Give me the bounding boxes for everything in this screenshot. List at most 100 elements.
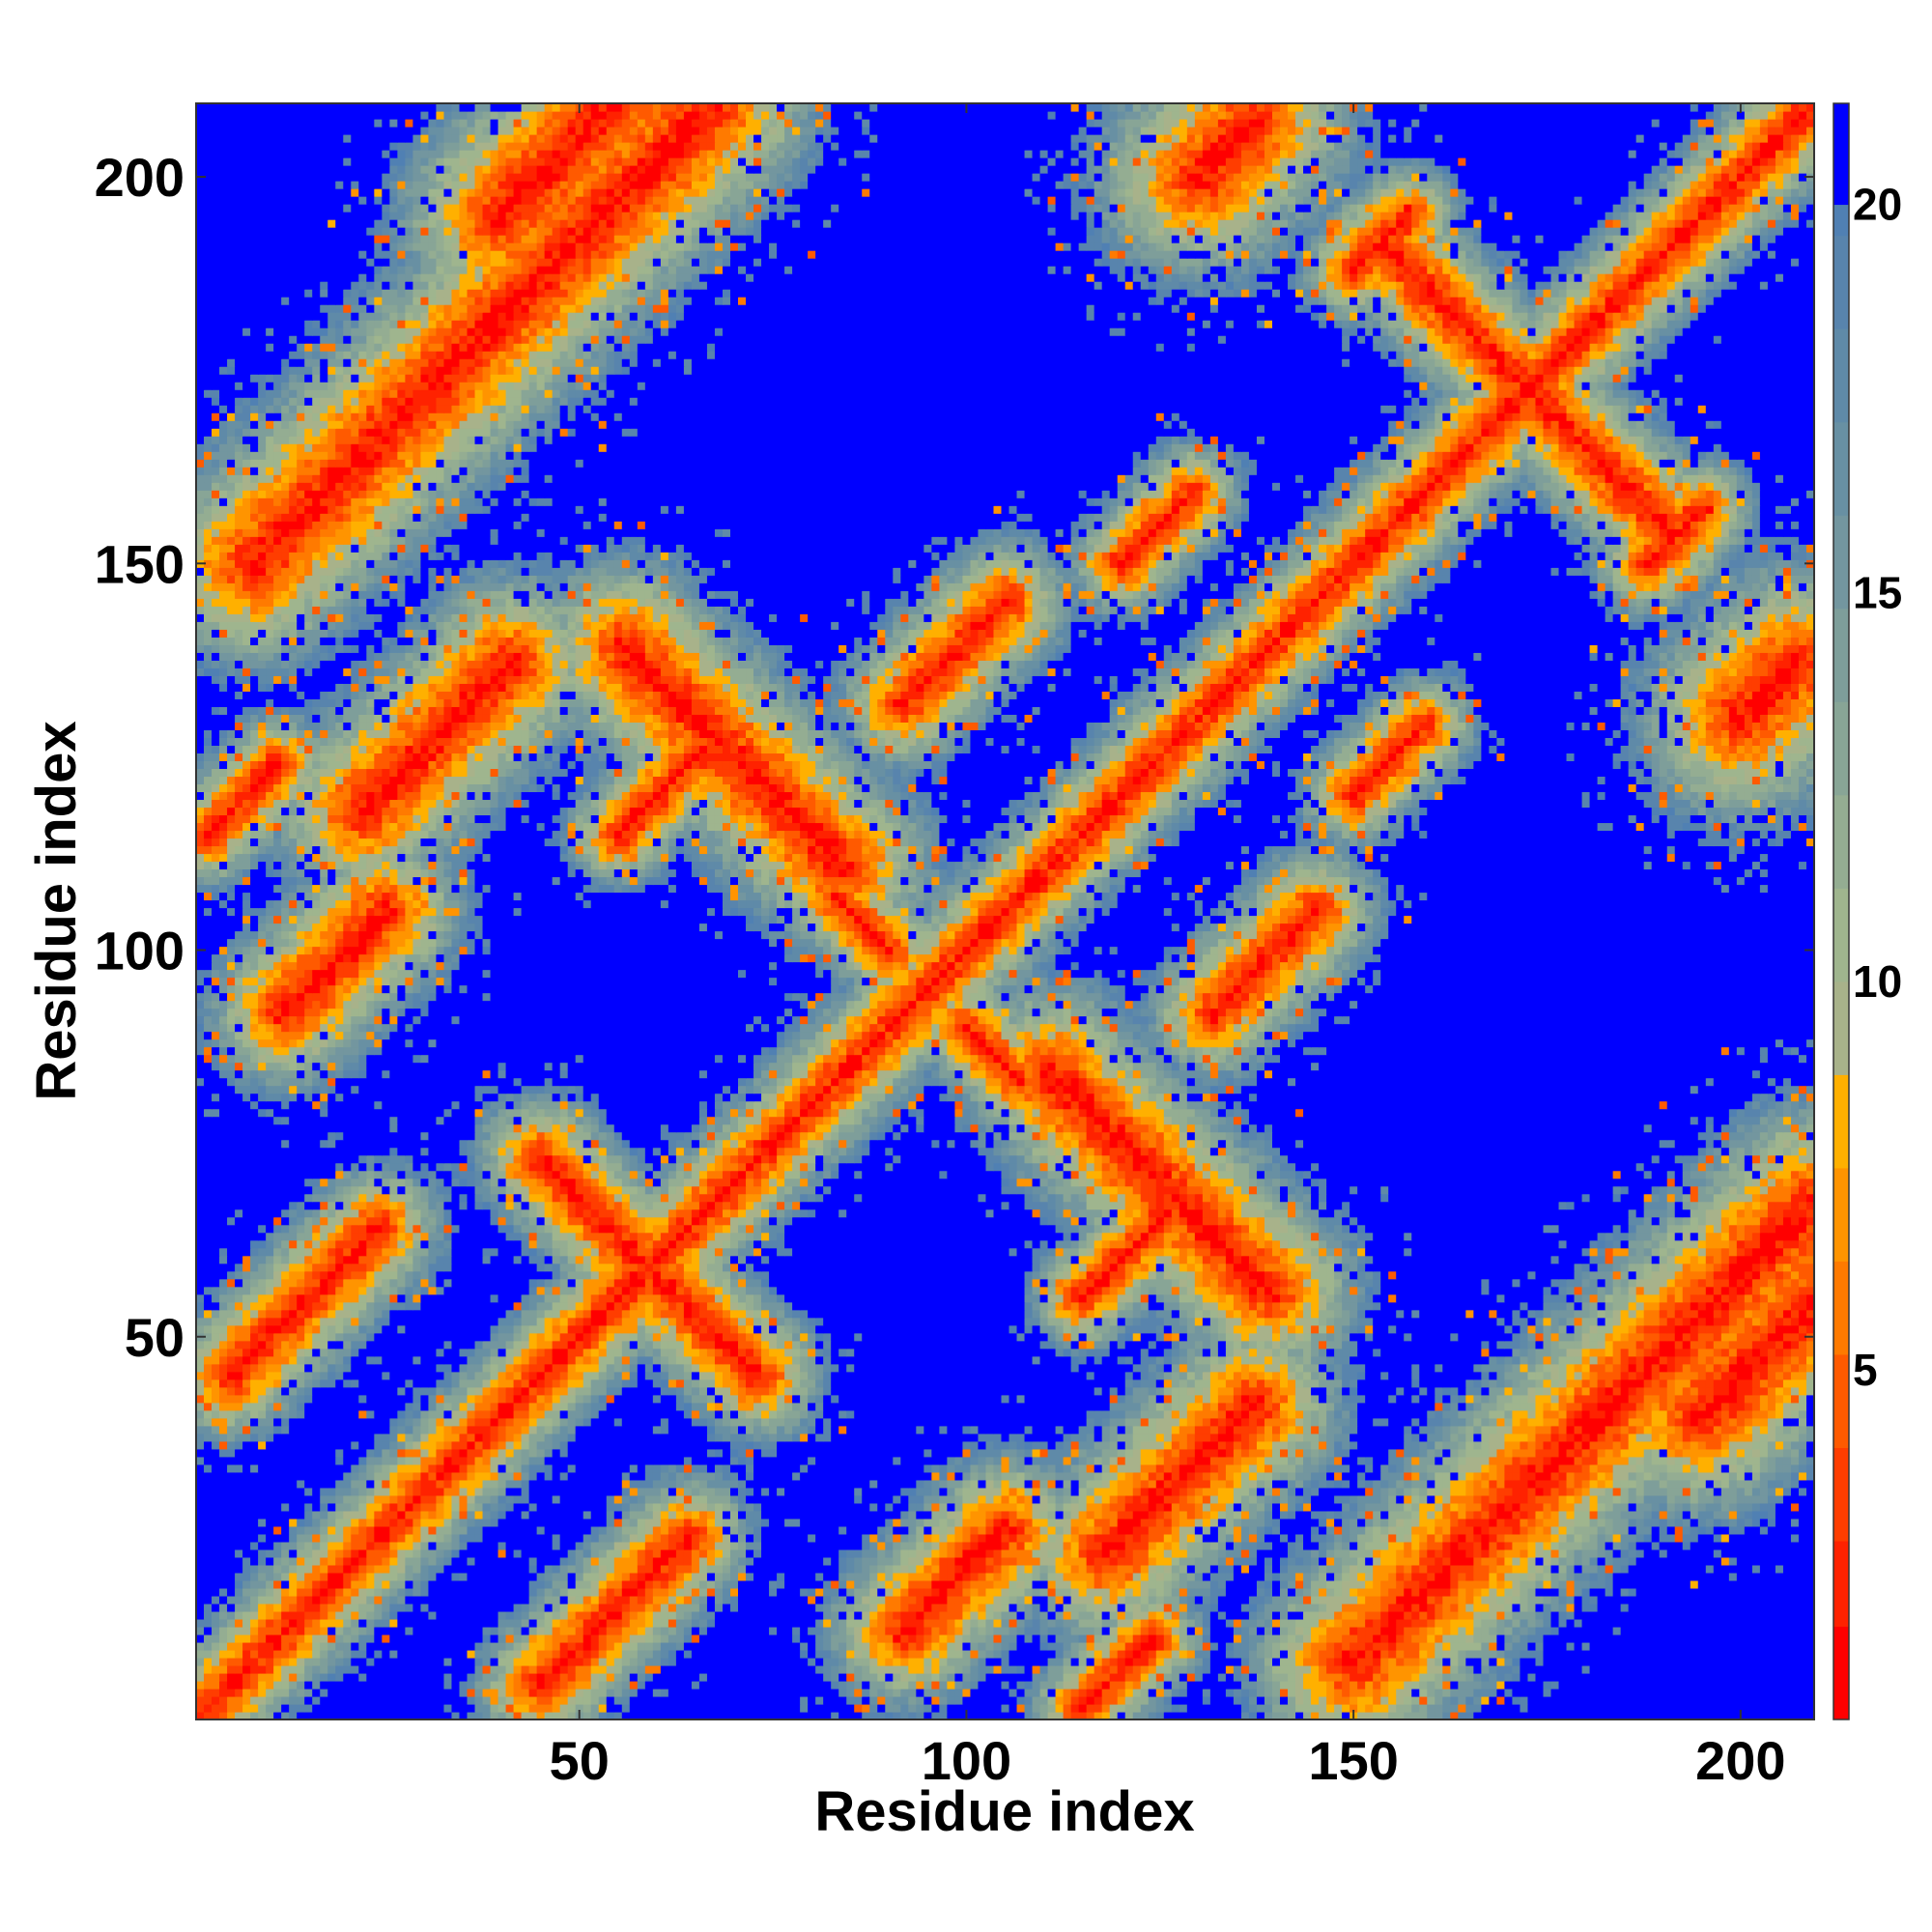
heatmap-cell	[1056, 1658, 1065, 1666]
heatmap-cell	[1427, 1704, 1435, 1713]
heatmap-cell	[397, 1689, 406, 1697]
heatmap-cell	[1288, 1642, 1296, 1651]
heatmap-cell	[1473, 1681, 1482, 1690]
heatmap-cell	[483, 1696, 492, 1705]
heatmap-cell	[397, 1681, 406, 1690]
heatmap-cell	[1218, 1658, 1227, 1666]
heatmap-cell	[196, 1665, 205, 1674]
heatmap-cell	[1636, 1642, 1645, 1651]
heatmap-cell	[1683, 1704, 1691, 1713]
heatmap-cell	[599, 1642, 608, 1651]
heatmap-cell	[304, 1650, 313, 1659]
heatmap-cell	[638, 1673, 646, 1682]
heatmap-cell	[1582, 1642, 1591, 1651]
heatmap-cell	[1776, 1665, 1784, 1674]
heatmap-cell	[1064, 1665, 1072, 1674]
heatmap-cell	[939, 1642, 948, 1651]
heatmap-cell	[545, 1650, 554, 1659]
heatmap-cell	[1380, 1673, 1389, 1682]
heatmap-cell	[366, 1673, 375, 1682]
heatmap-cell	[1535, 1650, 1544, 1659]
heatmap-cell	[1652, 1681, 1661, 1690]
heatmap-cell	[1442, 1642, 1451, 1651]
heatmap-cell	[491, 1681, 499, 1690]
heatmap-cell	[1118, 1665, 1126, 1674]
heatmap-cell	[1489, 1665, 1497, 1674]
heatmap-cell	[947, 1681, 955, 1690]
heatmap-cell	[885, 1642, 894, 1651]
heatmap-cell	[1264, 1681, 1273, 1690]
heatmap-cell	[792, 1665, 801, 1674]
heatmap-cell	[1001, 1681, 1009, 1690]
heatmap-cell	[1288, 1650, 1296, 1659]
heatmap-cell	[1264, 1665, 1273, 1674]
heatmap-cell	[1629, 1642, 1637, 1651]
heatmap-cell	[962, 1673, 971, 1682]
heatmap-cell	[204, 1650, 213, 1659]
heatmap-cell	[568, 1658, 577, 1666]
heatmap-cell	[537, 1696, 546, 1705]
heatmap-cell	[1544, 1704, 1552, 1713]
heatmap-cell	[1334, 1650, 1343, 1659]
heatmap-cell	[289, 1689, 298, 1697]
heatmap-cell	[777, 1696, 785, 1705]
heatmap-cell	[514, 1681, 523, 1690]
heatmap-cell	[250, 1681, 259, 1690]
heatmap-cell	[1481, 1642, 1490, 1651]
heatmap-cell	[723, 1642, 731, 1651]
heatmap-cell	[630, 1658, 639, 1666]
heatmap-cell	[250, 1650, 259, 1659]
heatmap-cell	[498, 1704, 507, 1713]
heatmap-cell	[1319, 1658, 1327, 1666]
heatmap-row	[196, 1658, 1815, 1666]
heatmap-cell	[1776, 1650, 1784, 1659]
heatmap-cell	[1559, 1689, 1568, 1697]
heatmap-cell	[1102, 1689, 1111, 1697]
heatmap-cell	[1698, 1696, 1707, 1705]
heatmap-cell	[1179, 1642, 1188, 1651]
heatmap-cell	[1690, 1696, 1699, 1705]
heatmap-cell	[514, 1650, 523, 1659]
heatmap-cell	[993, 1642, 1002, 1651]
heatmap-cell	[877, 1689, 886, 1697]
heatmap-cell	[1520, 1650, 1528, 1659]
heatmap-cell	[1752, 1689, 1761, 1697]
heatmap-cell	[1064, 1658, 1072, 1666]
heatmap-cell	[1559, 1642, 1568, 1651]
heatmap-cell	[707, 1665, 716, 1674]
heatmap-cell	[1218, 1689, 1227, 1697]
heatmap-cell	[1567, 1704, 1576, 1713]
heatmap-cell	[1458, 1658, 1466, 1666]
heatmap-cell	[738, 1642, 747, 1651]
heatmap-cell	[1125, 1681, 1134, 1690]
heatmap-cell	[1721, 1665, 1730, 1674]
heatmap-cell	[854, 1634, 863, 1643]
heatmap-cell	[761, 1704, 770, 1713]
heatmap-cell	[1172, 1650, 1180, 1659]
heatmap-cell	[769, 1689, 778, 1697]
heatmap-cell	[1187, 1696, 1196, 1705]
heatmap-cell	[529, 1704, 538, 1713]
heatmap-cell	[281, 1673, 290, 1682]
heatmap-cell	[1496, 1681, 1505, 1690]
heatmap-cell	[746, 1673, 754, 1682]
heatmap-cell	[1544, 1689, 1552, 1697]
heatmap-cell	[800, 1704, 809, 1713]
heatmap-cell	[1234, 1650, 1242, 1659]
heatmap-cell	[1760, 1650, 1769, 1659]
heatmap-cell	[1745, 1681, 1753, 1690]
heatmap-cell	[1419, 1642, 1428, 1651]
heatmap-cell	[1450, 1634, 1459, 1643]
heatmap-cell	[343, 1696, 352, 1705]
heatmap-cell	[1017, 1704, 1026, 1713]
heatmap-cell	[468, 1634, 476, 1643]
heatmap-cell	[1567, 1689, 1576, 1697]
heatmap-cell	[1118, 1634, 1126, 1643]
heatmap-cell	[389, 1634, 398, 1643]
heatmap-cell	[1419, 1634, 1428, 1643]
heatmap-cell	[1411, 1681, 1420, 1690]
heatmap-cell	[1164, 1704, 1173, 1713]
heatmap-cell	[668, 1650, 677, 1659]
heatmap-cell	[862, 1665, 870, 1674]
heatmap-cell	[954, 1634, 963, 1643]
